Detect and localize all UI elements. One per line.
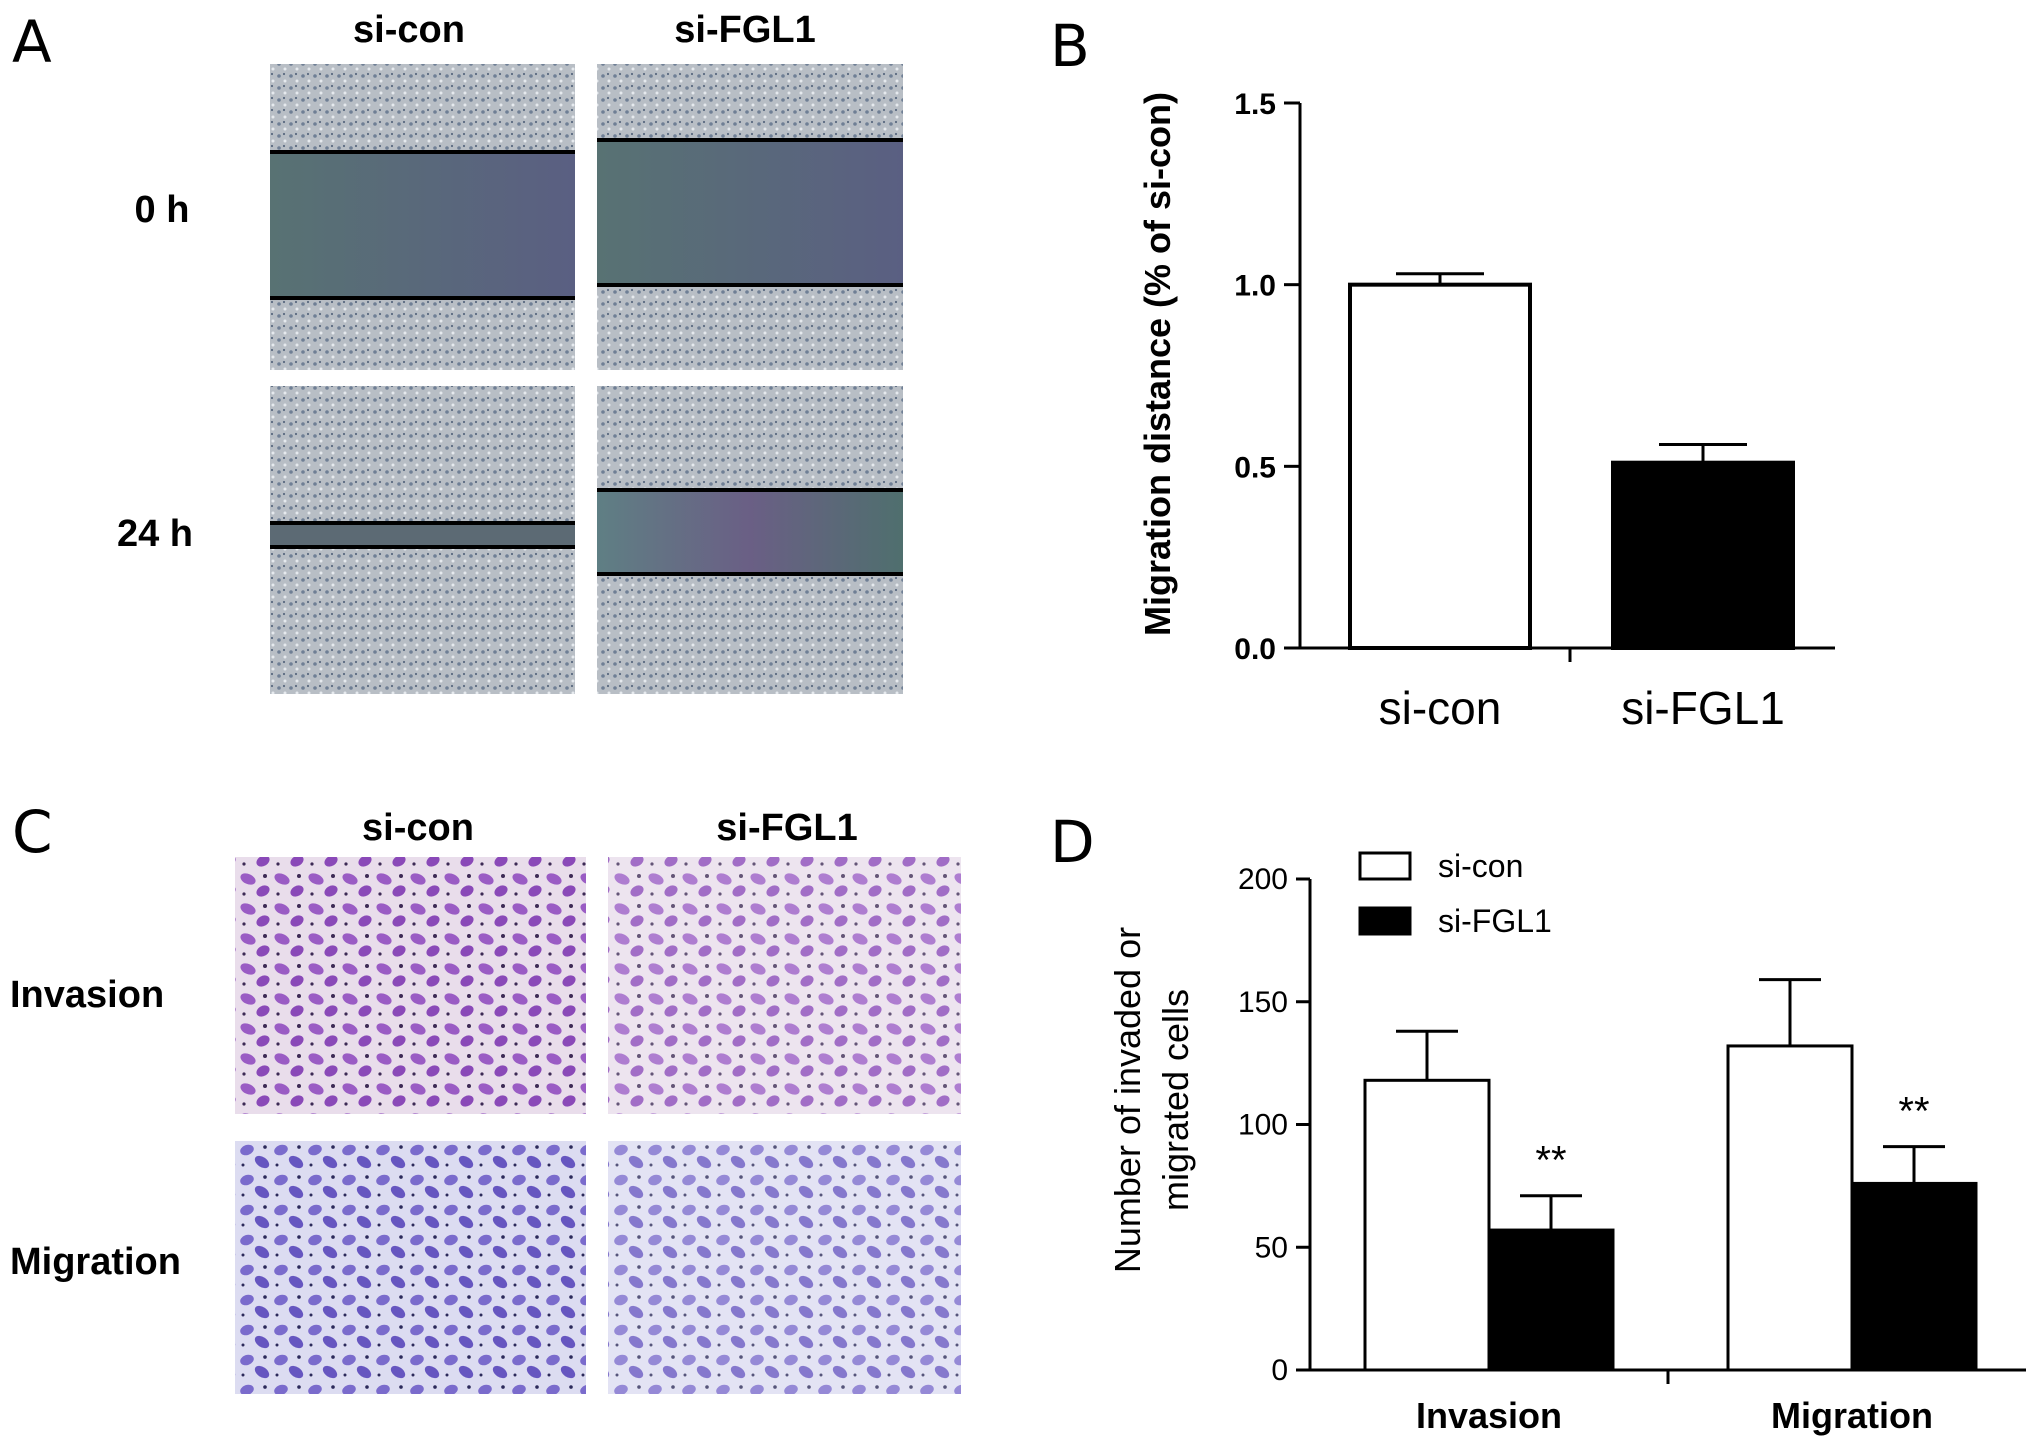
- stain-image-invasion-sicon: [235, 857, 586, 1114]
- scratch-image-sicon-0h: [270, 64, 575, 370]
- panel-b-letter: B: [1050, 12, 1090, 80]
- panel-c-col-label-sifgl1: si-FGL1: [716, 807, 857, 849]
- panel-b-y-axis-label: Migration distance (% of si-con): [1137, 92, 1178, 636]
- panel-b-x-tick-label: si-FGL1: [1621, 682, 1785, 734]
- panel-b-bar-sifgl1: [1611, 460, 1795, 651]
- panel-d-y-tick-label: 50: [1255, 1231, 1288, 1264]
- panel-c-col-label-sicon: si-con: [362, 807, 474, 849]
- stain-image-migration-sifgl1: [608, 1141, 961, 1394]
- panel-b-bar-sicon: [1348, 282, 1532, 650]
- panel-d-bars: ** **: [1363, 978, 1978, 1384]
- scratch-image-sifgl1-24h: [597, 386, 903, 694]
- panel-d-x-tick-label: Migration: [1771, 1395, 1933, 1436]
- panel-b-y-tick-label: 0.0: [1234, 633, 1276, 666]
- panel-c-row-label-invasion: Invasion: [10, 974, 164, 1016]
- panel-d-bar-sifgl1-invasion: [1487, 1228, 1615, 1372]
- panel-c-row-label-migration: Migration: [10, 1241, 181, 1283]
- panel-d-y-tick-label: 200: [1238, 863, 1288, 896]
- panel-b-y-tick-label: 0.5: [1234, 451, 1276, 484]
- panel-d-legend-label: si-con: [1438, 848, 1523, 884]
- panel-d-bar-sicon-invasion: [1363, 1078, 1491, 1372]
- panel-d-legend-swatch: [1358, 851, 1412, 881]
- panel-d-y-ticks: 0 50 100 150 200: [1238, 863, 1310, 1387]
- panel-d-significance-label: **: [1898, 1090, 1929, 1134]
- panel-d-significance-label: **: [1535, 1139, 1566, 1183]
- panel-d-letter: D: [1050, 808, 1095, 876]
- panel-a: A si-con si-FGL1 0 h 24 h: [12, 8, 903, 694]
- panel-d-y-tick-label: 150: [1238, 986, 1288, 1019]
- panel-a-col-label-sifgl1: si-FGL1: [674, 9, 815, 51]
- panel-d-y-axis-label-line2: migrated cells: [1155, 989, 1196, 1211]
- panel-d-y-tick-label: 0: [1271, 1354, 1288, 1387]
- stain-image-invasion-sifgl1: [608, 857, 961, 1114]
- panel-a-letter: A: [12, 8, 52, 76]
- panel-c: C si-con si-FGL1 Invasion Migration: [10, 798, 961, 1394]
- panel-d-bar-sicon-migration: [1726, 1044, 1854, 1372]
- panel-b-y-ticks: 0.0 0.5 1.0 1.5: [1234, 88, 1300, 666]
- panel-a-col-label-sicon: si-con: [353, 9, 465, 51]
- panel-a-row-label-24h: 24 h: [117, 513, 193, 555]
- panel-c-letter: C: [12, 798, 53, 866]
- panel-b-y-tick-label: 1.0: [1234, 270, 1276, 303]
- panel-d-legend-swatch: [1358, 906, 1412, 936]
- panel-d-legend-label: si-FGL1: [1438, 903, 1552, 939]
- stain-image-migration-sicon: [235, 1141, 586, 1394]
- panel-d-bar-sifgl1-migration: [1850, 1181, 1978, 1372]
- panel-b-x-tick-label: si-con: [1379, 682, 1502, 734]
- panel-b-x-tick-labels: si-con si-FGL1: [1379, 682, 1785, 734]
- scratch-image-sicon-24h: [270, 386, 575, 694]
- panel-d-x-tick-labels: Invasion Migration: [1416, 1395, 1933, 1436]
- scratch-image-sifgl1-0h: [597, 64, 903, 370]
- panel-b-bars: [1348, 272, 1795, 662]
- panel-a-row-label-0h: 0 h: [135, 189, 190, 231]
- panel-d-y-axis-label-line1: Number of invaded or: [1107, 927, 1148, 1273]
- panel-d-legend: si-con si-FGL1: [1358, 848, 1552, 939]
- panel-d-y-tick-label: 100: [1238, 1109, 1288, 1142]
- panel-d-chart: D Number of invaded or migrated cells 0 5…: [1050, 808, 2026, 1436]
- panel-b-chart: B Migration distance (% of si-con) 0.00.…: [1050, 12, 1835, 734]
- panel-d-x-tick-label: Invasion: [1416, 1395, 1562, 1436]
- panel-b-y-tick-label: 1.5: [1234, 88, 1276, 121]
